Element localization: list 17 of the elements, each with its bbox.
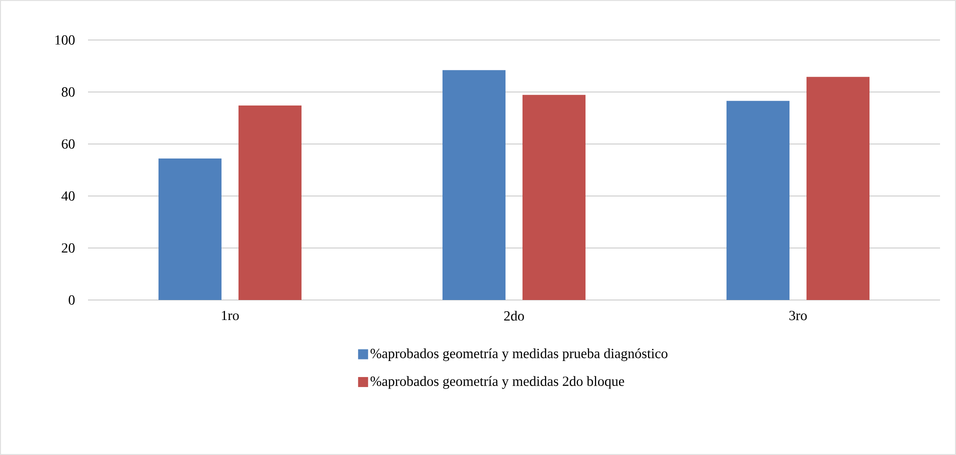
bar — [726, 100, 790, 300]
y-tick-label: 100 — [55, 35, 75, 45]
legend-label: %aprobados geometría y medidas prueba diagnóstico — [370, 348, 668, 362]
bar — [442, 70, 506, 300]
y-tick-label: 60 — [62, 139, 75, 149]
bar — [522, 94, 586, 300]
x-tick-label: 1ro — [222, 310, 239, 320]
y-tick-label: 20 — [62, 243, 75, 253]
y-tick-label: 80 — [62, 87, 75, 97]
x-tick-label: 3ro — [789, 310, 807, 320]
bar — [238, 106, 302, 300]
bar — [158, 158, 222, 300]
x-tick-label: 2do — [504, 310, 524, 321]
legend-label: %aprobados geometría y medidas 2do bloque — [370, 376, 624, 389]
y-tick-label: 0 — [68, 295, 75, 305]
y-tick-label: 40 — [61, 191, 75, 201]
bar — [806, 76, 870, 300]
